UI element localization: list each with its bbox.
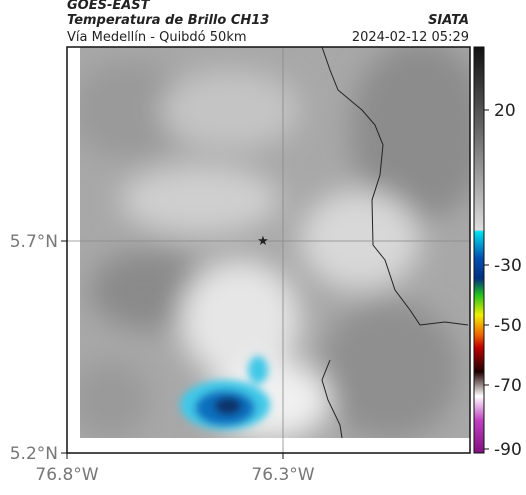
lon-tick-label: 76.8°W	[35, 465, 98, 485]
agency: SIATA	[428, 13, 469, 28]
colorbar-tick-label: -90	[494, 440, 522, 460]
lat-tick-label: 5.2°N	[10, 444, 58, 464]
colorbar	[473, 46, 485, 454]
satellite-image	[80, 47, 470, 438]
lon-tick-label: 76.3°W	[251, 465, 314, 485]
colorbar-tick-label: 20	[494, 101, 516, 121]
source: GOES-EAST	[67, 0, 151, 13]
colorbar-tick-label: -50	[494, 316, 522, 336]
product: Temperatura de Brillo CH13	[67, 13, 269, 28]
lat-tick-label: 5.7°N	[10, 232, 58, 252]
datetime: 2024-02-12 05:29	[352, 30, 469, 45]
location-star: ★	[257, 234, 269, 249]
region: Vía Medellín - Quibdó 50km	[67, 30, 247, 45]
colorbar-tick-label: -30	[494, 256, 522, 276]
colorbar-tick-label: -70	[494, 376, 522, 396]
map-frame	[66, 46, 471, 454]
